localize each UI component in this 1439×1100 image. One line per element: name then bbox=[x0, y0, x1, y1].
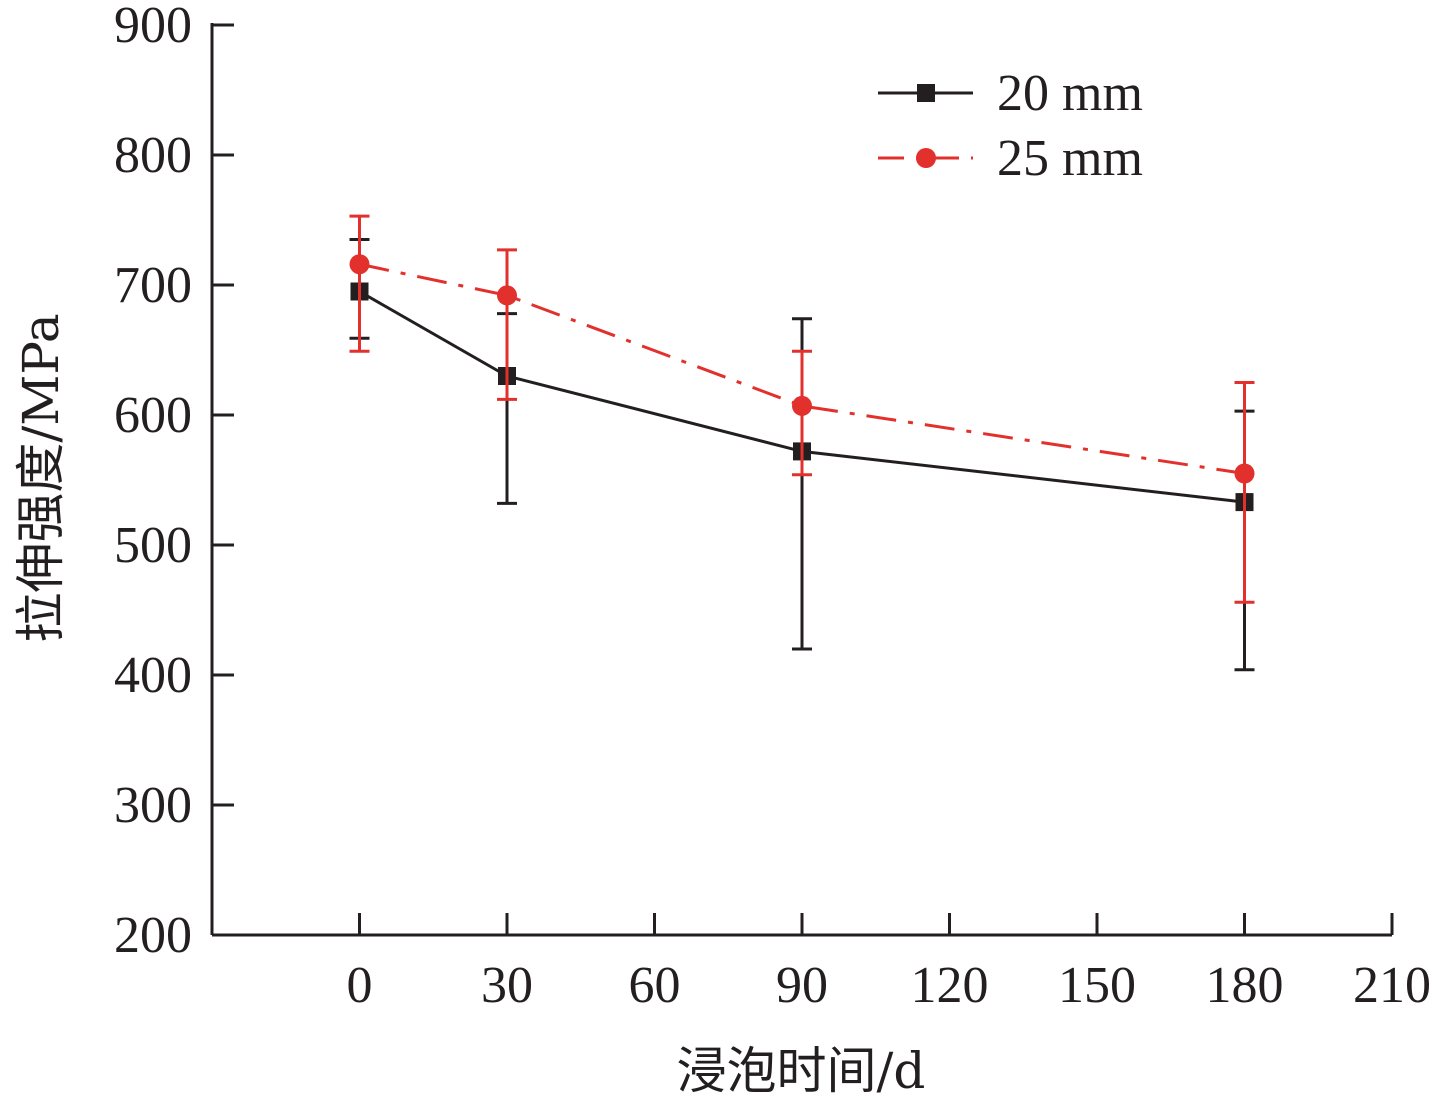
series-2 bbox=[349, 214, 1255, 604]
x-tick-label: 90 bbox=[776, 957, 828, 1014]
data-point bbox=[349, 254, 370, 275]
y-tick-label: 500 bbox=[114, 517, 192, 574]
ticks: 200 300 400 500 600 700 800 900 0 30 60 90 120 150 180… bbox=[114, 0, 1431, 1014]
x-tick-label: 60 bbox=[629, 957, 681, 1014]
legend-item-2: 25 mm bbox=[878, 130, 1143, 187]
legend-marker bbox=[916, 148, 936, 168]
y-tick-label: 400 bbox=[114, 647, 192, 704]
legend-label: 20 mm bbox=[997, 65, 1143, 122]
x-tick-label: 150 bbox=[1058, 957, 1136, 1014]
y-tick-label: 300 bbox=[114, 777, 192, 834]
legend-item-1: 20 mm bbox=[878, 65, 1143, 122]
y-tick-label: 600 bbox=[114, 387, 192, 444]
legend-marker bbox=[917, 84, 935, 102]
y-tick-label: 700 bbox=[114, 257, 192, 314]
legend: 20 mm 25 mm bbox=[878, 65, 1143, 187]
x-axis-title: 浸泡时间/d bbox=[677, 1042, 926, 1100]
data-point bbox=[497, 285, 517, 306]
series-line bbox=[358, 290, 1245, 504]
x-tick-label: 120 bbox=[911, 957, 989, 1014]
series-line bbox=[359, 262, 1245, 475]
y-axis-title: 拉伸强度/MPa bbox=[12, 313, 70, 642]
x-tick-label: 180 bbox=[1206, 957, 1284, 1014]
data-point bbox=[1234, 463, 1255, 484]
x-tick-label: 0 bbox=[347, 957, 373, 1014]
y-tick-label: 800 bbox=[114, 127, 192, 184]
y-tick-label: 200 bbox=[114, 907, 192, 964]
data-point bbox=[792, 395, 812, 416]
y-tick-label: 900 bbox=[114, 0, 192, 54]
series-layer bbox=[349, 214, 1255, 672]
legend-label: 25 mm bbox=[997, 130, 1143, 187]
x-tick-label: 210 bbox=[1353, 957, 1431, 1014]
x-tick-label: 30 bbox=[481, 957, 533, 1014]
